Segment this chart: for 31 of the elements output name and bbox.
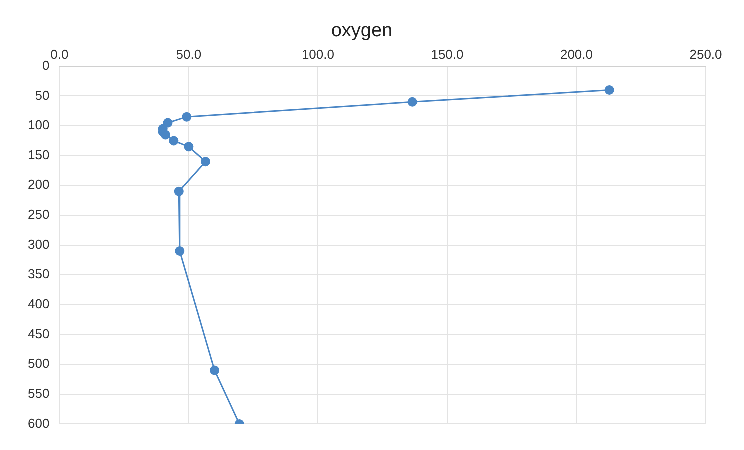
point: [182, 112, 192, 122]
y-tick-label: 150: [28, 147, 50, 162]
y-tick-label: 50: [35, 88, 50, 103]
x-tick-label: 200.0: [560, 47, 594, 62]
chart-title: oxygen: [331, 20, 393, 42]
point: [163, 118, 173, 128]
point: [408, 97, 418, 107]
x-tick-label: 50.0: [176, 47, 202, 62]
y-tick-label: 400: [28, 296, 50, 312]
x-tick-label: 100.0: [302, 47, 334, 62]
y-tick-label: 500: [28, 356, 50, 372]
x-tick-label: 250.0: [690, 47, 722, 62]
point: [160, 130, 170, 140]
point: [604, 86, 614, 96]
point: [201, 157, 211, 167]
y-tick-label: 250: [28, 207, 50, 222]
y-tick-label: 450: [28, 326, 50, 342]
y-tick-label: 550: [28, 386, 50, 401]
y-tick-label: 300: [28, 236, 50, 252]
point: [210, 366, 220, 376]
point: [174, 186, 184, 196]
point: [175, 246, 185, 256]
y-tick-label: 100: [28, 118, 50, 133]
point: [169, 136, 179, 146]
y-tick-label: 350: [28, 266, 50, 282]
y-tick-label: 200: [28, 177, 50, 192]
point: [184, 142, 194, 152]
x-tick-label: 150.0: [431, 47, 464, 62]
y-tick-label: 0: [42, 58, 50, 73]
y-tick-label: 600: [28, 416, 50, 431]
x-tick-label: 0.0: [50, 47, 69, 62]
